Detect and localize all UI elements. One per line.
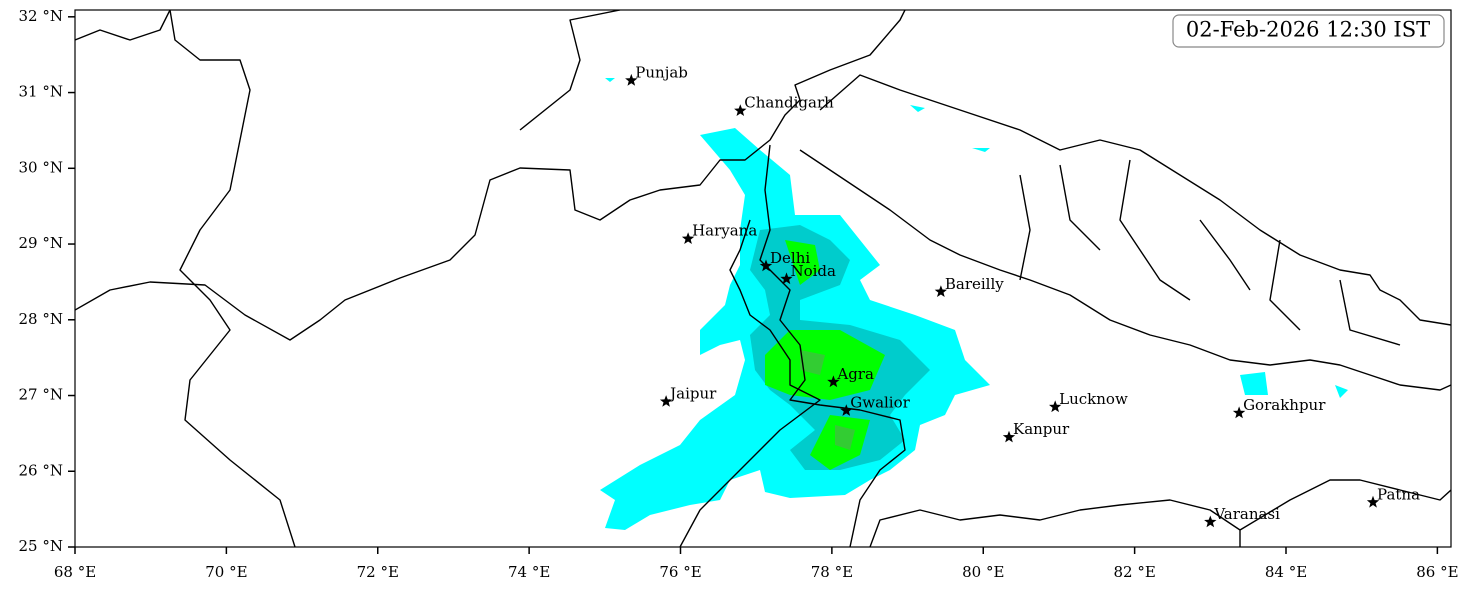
x-tick-label: 70 °E [205, 563, 247, 581]
city-marker [1002, 430, 1016, 443]
y-tick-label: 25 °N [19, 537, 63, 555]
city-marker [759, 259, 773, 272]
borders [75, 10, 1451, 547]
state-border [679, 219, 821, 547]
city-label: Gwalior [850, 394, 910, 412]
x-tick-label: 84 °E [1265, 563, 1307, 581]
y-tick-label: 29 °N [19, 234, 63, 252]
y-tick-label: 30 °N [19, 158, 63, 176]
state-border [759, 144, 906, 547]
country-border [819, 74, 1451, 326]
precipitation [600, 78, 1348, 530]
city-label: Jaipur [668, 385, 717, 403]
city-marker [681, 232, 695, 244]
city-label: Haryana [692, 222, 757, 240]
city-label: Punjab [635, 63, 688, 81]
city-label: Kanpur [1013, 420, 1070, 438]
city-marker [827, 375, 840, 388]
city-label: Lucknow [1059, 390, 1128, 408]
city-label: Patna [1377, 485, 1420, 503]
plot-frame [74, 9, 1452, 548]
city-marker [1232, 406, 1246, 419]
city-label: Bareilly [945, 275, 1004, 293]
x-tick-label: 76 °E [659, 563, 701, 581]
state-border [869, 479, 1451, 547]
y-tick-label: 31 °N [19, 83, 63, 101]
city-marker [1204, 515, 1217, 528]
x-tick-label: 78 °E [811, 563, 853, 581]
y-tick-label: 26 °N [19, 461, 63, 479]
city-label: Noida [790, 262, 836, 280]
city-marker [840, 404, 853, 416]
city-label: Delhi [770, 249, 810, 267]
district-border [1019, 159, 1401, 346]
city-marker [625, 73, 638, 86]
x-tick-label: 86 °E [1416, 563, 1458, 581]
y-tick-label: 32 °N [19, 7, 63, 25]
timestamp: 02-Feb-2026 12:30 IST [1186, 18, 1430, 42]
country-border [799, 149, 1451, 391]
city-label: Gorakhpur [1243, 396, 1326, 414]
state-border [169, 10, 296, 547]
country-border [75, 10, 906, 341]
x-tick-label: 68 °E [54, 563, 96, 581]
city-marker [659, 395, 673, 407]
rain-area [800, 350, 855, 450]
state-border [75, 10, 621, 131]
city-marker [780, 272, 793, 285]
x-tick-label: 82 °E [1113, 563, 1155, 581]
city-marker [934, 285, 947, 297]
city-marker [734, 104, 747, 116]
y-tick-label: 28 °N [19, 310, 63, 328]
x-tick-label: 72 °E [357, 563, 399, 581]
x-tick-label: 80 °E [962, 563, 1004, 581]
city-label: Varanasi [1213, 505, 1280, 523]
city-label: Chandigarh [744, 94, 834, 112]
city-marker [1366, 495, 1380, 508]
city-label: Agra [836, 365, 874, 383]
x-tick-label: 74 °E [508, 563, 550, 581]
y-tick-label: 27 °N [19, 386, 63, 404]
timestamp-box [1172, 14, 1445, 48]
city-marker [1049, 400, 1062, 413]
